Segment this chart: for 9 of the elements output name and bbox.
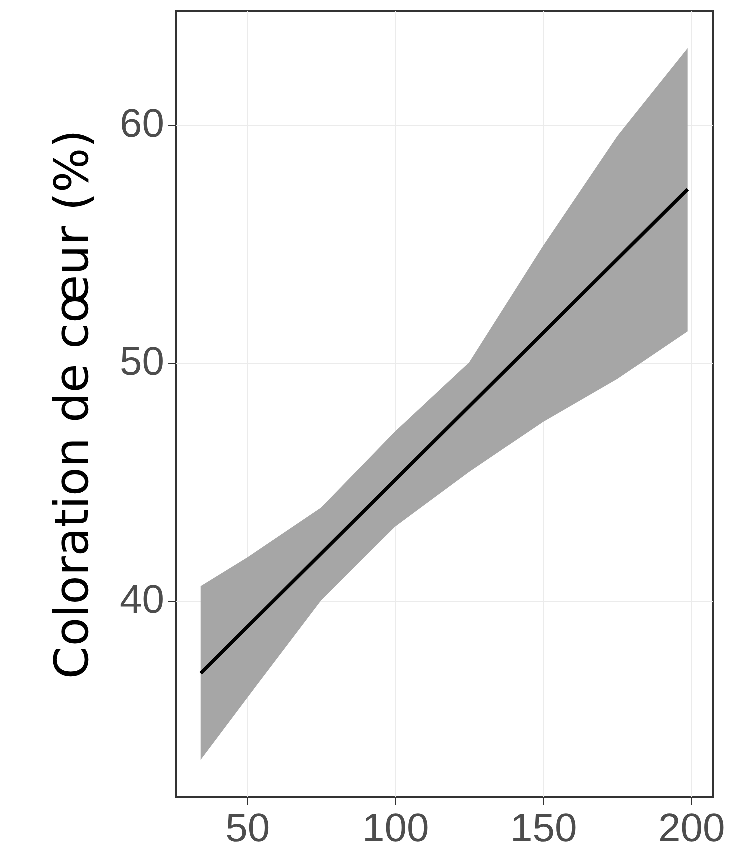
y-tick-label: 40 bbox=[120, 578, 164, 622]
x-tick-label: 100 bbox=[362, 806, 430, 850]
x-tick-label: 150 bbox=[510, 806, 578, 850]
x-tick-label: 50 bbox=[226, 806, 270, 850]
y-tick-label: 60 bbox=[120, 102, 164, 146]
x-tick-label: 200 bbox=[658, 806, 726, 850]
line-series bbox=[199, 188, 690, 676]
y-axis-title: Coloration de cœur (%) bbox=[45, 130, 100, 680]
y-tick-label: 50 bbox=[120, 340, 164, 384]
